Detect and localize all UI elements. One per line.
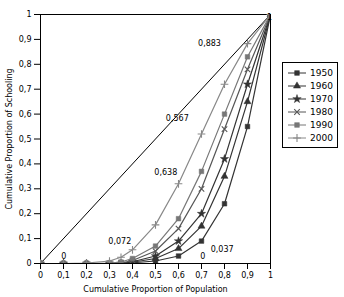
svg-text:0,883: 0,883 xyxy=(198,39,221,48)
svg-text:0: 0 xyxy=(38,271,43,280)
svg-text:Cumulative Proportion of Popul: Cumulative Proportion of Population xyxy=(83,285,227,294)
svg-text:0,8: 0,8 xyxy=(19,60,32,69)
svg-text:0,7: 0,7 xyxy=(195,271,208,280)
svg-text:0,1: 0,1 xyxy=(57,271,70,280)
svg-text:0,7: 0,7 xyxy=(19,85,32,94)
svg-text:0,5: 0,5 xyxy=(19,135,32,144)
svg-text:0,638: 0,638 xyxy=(154,168,177,177)
svg-text:0,2: 0,2 xyxy=(19,209,32,218)
svg-text:Cumulative Proportion of Schoo: Cumulative Proportion of Schooling xyxy=(5,68,14,209)
svg-text:0: 0 xyxy=(61,252,66,261)
svg-text:1: 1 xyxy=(26,10,31,19)
svg-text:1: 1 xyxy=(267,13,272,22)
html-text:1950: 1950 xyxy=(310,67,333,78)
svg-text:0,6: 0,6 xyxy=(172,271,185,280)
html-text:1990: 1990 xyxy=(310,119,333,130)
svg-text:0,4: 0,4 xyxy=(126,271,139,280)
svg-text:1: 1 xyxy=(268,271,273,280)
svg-text:0: 0 xyxy=(200,252,205,261)
svg-text:0,072: 0,072 xyxy=(108,237,131,246)
html-text:1980: 1980 xyxy=(310,106,333,117)
html-text:1960: 1960 xyxy=(310,80,333,91)
svg-text:0,4: 0,4 xyxy=(19,159,32,168)
svg-text:0,3: 0,3 xyxy=(103,271,116,280)
svg-text:0: 0 xyxy=(26,259,31,268)
svg-text:0,567: 0,567 xyxy=(166,114,189,123)
svg-text:0,5: 0,5 xyxy=(149,271,162,280)
svg-text:0,6: 0,6 xyxy=(19,110,32,119)
svg-text:0,9: 0,9 xyxy=(19,35,32,44)
svg-text:0,8: 0,8 xyxy=(218,271,231,280)
html-text:1970: 1970 xyxy=(310,93,333,104)
html-text:2000: 2000 xyxy=(310,132,333,143)
svg-text:0,037: 0,037 xyxy=(211,245,234,254)
svg-text:0,9: 0,9 xyxy=(241,271,254,280)
svg-text:0,3: 0,3 xyxy=(19,184,32,193)
svg-text:0,2: 0,2 xyxy=(80,271,93,280)
svg-text:0,1: 0,1 xyxy=(19,234,32,243)
